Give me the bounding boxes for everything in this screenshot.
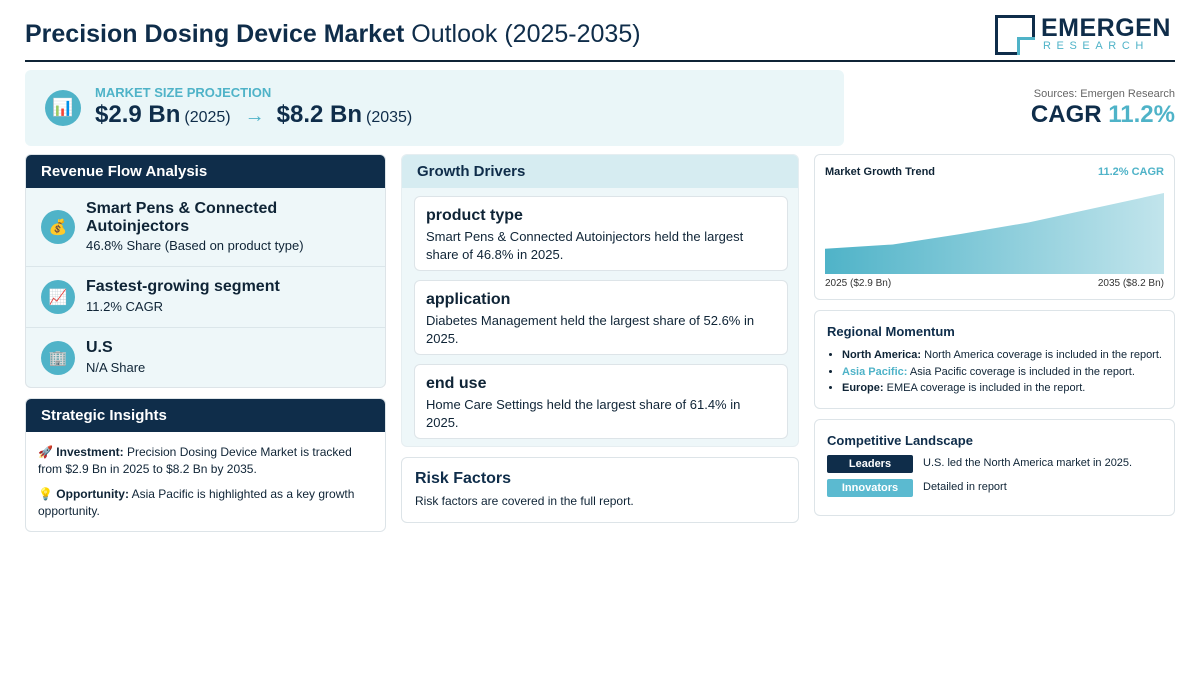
strategic-insights-card: Strategic Insights 🚀 Investment: Precisi… [25,398,386,532]
competitor-row-innovators: Innovators Detailed in report [827,479,1167,497]
growth-driver-title: application [426,291,511,308]
insight-label: Opportunity: [56,487,129,501]
page-header: Precision Dosing Device Market Outlook (… [25,12,1175,62]
region-name: Asia Pacific: [842,365,908,378]
innovators-badge: Innovators [827,479,913,497]
region-name: Europe: [842,382,884,394]
revenue-item-subtitle: 11.2% CAGR [86,299,164,314]
insight-text: Asia Pacific is highlighted as a key gro… [38,487,355,518]
money-bag-icon: 💰 [41,210,75,244]
sources-note: Sources: Emergen Research [1033,88,1175,100]
emergen-logo: EMERGEN RESEARCH [995,14,1170,56]
insight-item-investment: 🚀 Investment: Precision Dosing Device Ma… [38,444,373,477]
market-growth-trend-card: Market Growth Trend 11.2% CAGR 2025 ($2.… [814,154,1175,300]
region-item-north-america: North America: North America coverage is… [842,347,1172,364]
regional-list: North America: North America coverage is… [842,347,1172,397]
revenue-item-subtitle: 46.8% Share (Based on product type) [86,238,304,253]
region-text: Asia Pacific coverage is included in the… [907,365,1135,378]
competitive-landscape-title: Competitive Landscape [827,433,973,448]
revenue-item-title: Fastest-growing segment [86,278,280,295]
competitive-landscape-card: Competitive Landscape Leaders U.S. led t… [814,419,1175,516]
light-bulb-icon: 💡 [38,487,53,501]
risk-factors-card: Risk Factors Risk factors are covered in… [401,457,799,523]
risk-factors-title: Risk Factors [415,470,512,487]
logo-name: EMERGEN [1041,14,1171,42]
growth-driver-title: end use [426,375,487,392]
regional-momentum-title: Regional Momentum [827,324,955,339]
risk-factors-text: Risk factors are covered in the full rep… [415,494,634,508]
market-size-label: MARKET SIZE PROJECTION [95,85,272,100]
office-building-icon: 🏢 [41,341,75,375]
insight-text: Precision Dosing Device Market is tracke… [38,445,352,476]
insight-item-opportunity: 💡 Opportunity: Asia Pacific is highlight… [38,486,373,519]
revenue-flow-title: Revenue Flow Analysis [26,155,385,188]
region-name: North America: [842,349,922,361]
growth-driver-text: Diabetes Management held the largest sha… [426,313,755,346]
cagr-summary: CAGR 11.2% [1031,101,1175,129]
leaders-badge: Leaders [827,455,913,473]
revenue-item: 💰 Smart Pens & Connected Autoinjectors 4… [26,188,385,267]
trend-title: Market Growth Trend [825,166,936,178]
market-size-projection: 📊 MARKET SIZE PROJECTION $2.9 Bn (2025) → $… [25,70,844,146]
growth-driver-text: Home Care Settings held the largest shar… [426,397,741,430]
revenue-item: 📈 Fastest-growing segment 11.2% CAGR [26,267,385,328]
growth-driver-text: Smart Pens & Connected Autoinjectors hel… [426,229,744,262]
competitor-text: Detailed in report [923,481,1007,493]
arrow-right-icon: → [244,105,265,127]
market-size-start-value: $2.9 Bn [95,101,181,128]
page-title-bold: Precision Dosing Device Market [25,20,405,48]
trend-end-label: 2035 ($8.2 Bn) [1097,278,1164,289]
market-size-end-value: $8.2 Bn [276,101,362,128]
rocket-icon: 🚀 [38,445,53,459]
market-growth-area-chart [825,193,1164,274]
trend-area-series [825,193,1164,274]
revenue-item-title: U.S [86,339,113,356]
regional-momentum-card: Regional Momentum North America: North A… [814,310,1175,409]
cagr-label: CAGR [1030,101,1102,128]
growth-driver-item: end use Home Care Settings held the larg… [414,364,788,439]
growth-drivers-title: Growth Drivers [402,155,798,188]
competitor-text: U.S. led the North America market in 202… [923,457,1133,469]
revenue-item: 🏢 U.S N/A Share [26,328,385,387]
page-title: Precision Dosing Device Market Outlook (… [25,20,641,49]
growth-driver-item: product type Smart Pens & Connected Auto… [414,196,788,271]
revenue-item-title: Smart Pens & Connected Autoinjectors [86,200,278,235]
market-size-values: $2.9 Bn (2025) → $8.2 Bn (2035) [95,101,412,129]
trend-cagr: 11.2% CAGR [1097,166,1164,178]
logo-subtitle: RESEARCH [1043,40,1149,52]
logo-mark-icon [995,15,1035,55]
region-item-asia-pacific: Asia Pacific: Asia Pacific coverage is i… [842,364,1172,381]
page-title-rest: Outlook (2025-2035) [404,20,641,48]
trend-start-label: 2025 ($2.9 Bn) [825,278,892,289]
bar-chart-icon: 📊 [45,90,81,126]
market-size-start-year: (2025) [184,109,231,126]
market-size-end-year: (2035) [366,109,413,126]
growth-drivers-card: Growth Drivers product type Smart Pens &… [401,154,799,447]
cagr-value: 11.2% [1108,101,1175,128]
insight-label: Investment: [56,445,124,459]
revenue-flow-card: Revenue Flow Analysis 💰 Smart Pens & Con… [25,154,386,388]
strategic-insights-title: Strategic Insights [26,399,385,432]
revenue-item-subtitle: N/A Share [86,360,146,375]
growth-driver-item: application Diabetes Management held the… [414,280,788,355]
region-text: North America coverage is included in th… [921,349,1162,361]
region-item-europe: Europe: EMEA coverage is included in the… [842,380,1172,397]
region-text: EMEA coverage is included in the report. [883,382,1086,394]
competitor-row-leaders: Leaders U.S. led the North America marke… [827,455,1167,473]
growth-driver-title: product type [426,207,523,224]
chart-increasing-icon: 📈 [41,280,75,314]
